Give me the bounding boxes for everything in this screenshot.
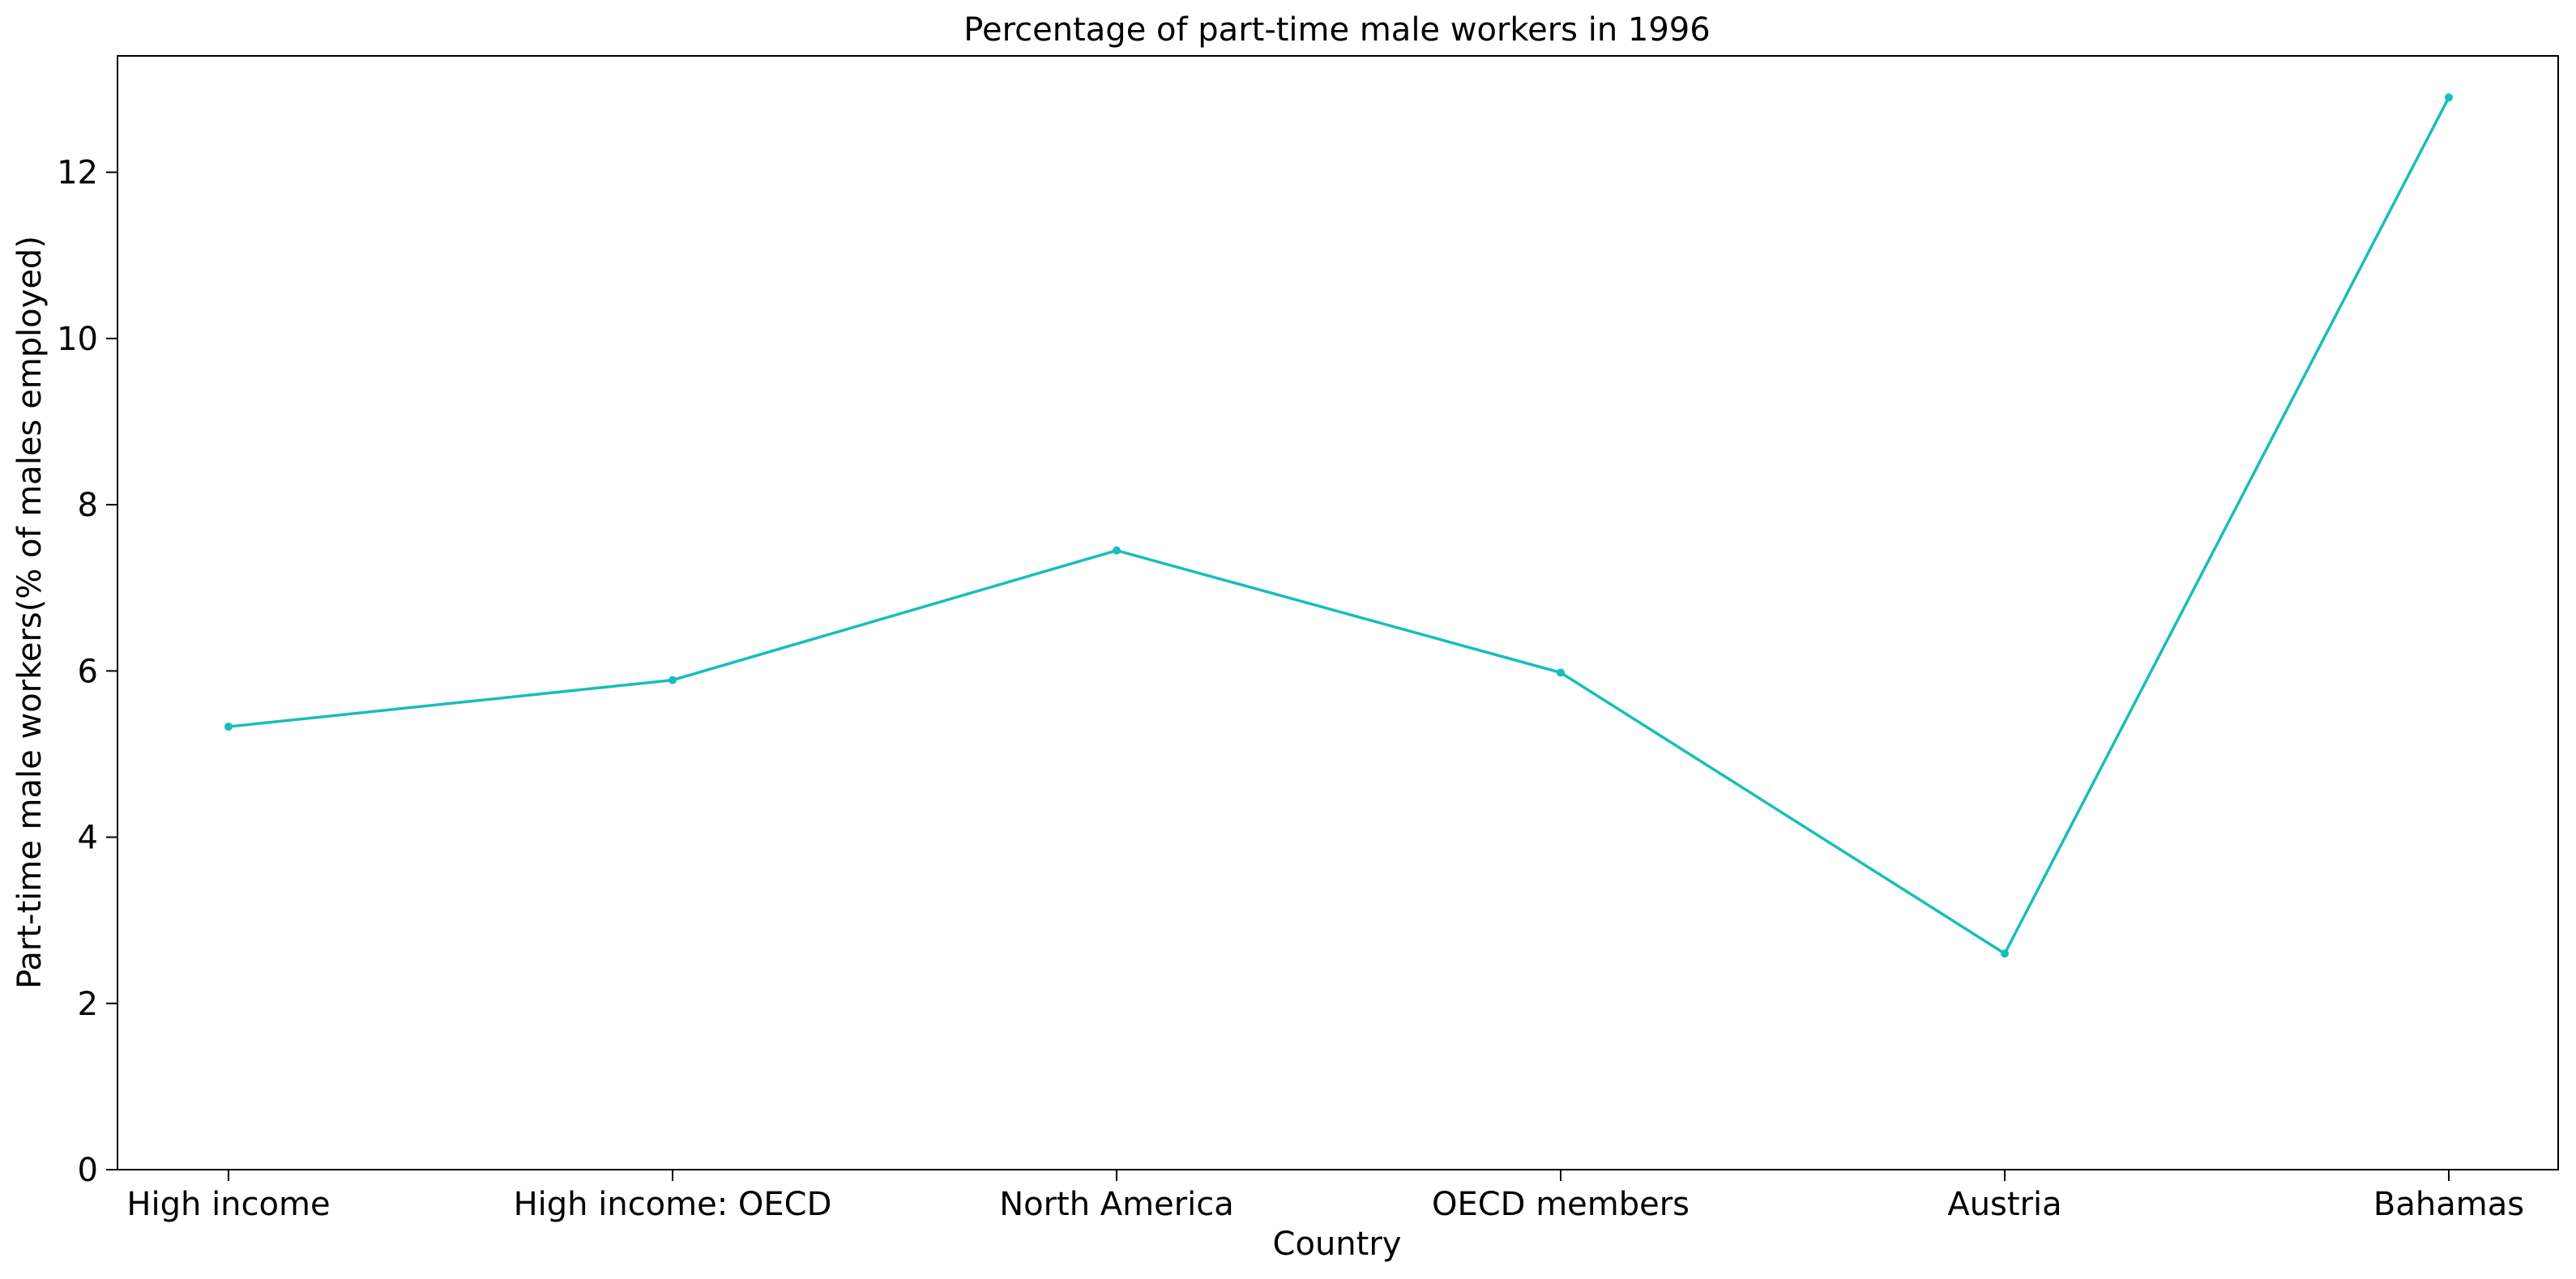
x-tick-label: High income: OECD [514,1186,832,1223]
series-line [228,96,2450,956]
series-points [224,93,2453,958]
y-axis-ticks: 0 2 4 6 8 10 12 [57,155,117,1189]
y-tick-label: 6 [78,653,98,690]
x-tick-label: Austria [1947,1186,2061,1223]
y-tick-label: 12 [57,155,98,192]
chart-title: Percentage of part-time male workers in … [963,11,1710,49]
x-tick-label: High income [126,1186,330,1223]
y-tick-label: 10 [57,321,98,358]
y-axis-label: Part-time male workers(% of males employ… [11,236,49,989]
series-point [1557,668,1565,677]
x-axis-ticks: High income High income: OECD North Americ… [126,1170,2524,1223]
y-tick-label: 4 [78,820,98,857]
series-point [224,723,233,731]
x-tick-label: North America [999,1186,1234,1223]
x-tick-label: Bahamas [2373,1186,2524,1223]
series-point [669,676,677,684]
x-axis-label: Country [1273,1226,1402,1263]
series-point [2001,949,2009,958]
series-point [1113,546,1121,555]
y-tick-label: 0 [78,1152,98,1189]
series-point [2445,93,2453,102]
plot-area [117,55,2559,1170]
x-tick-label: OECD members [1432,1186,1690,1223]
y-tick-label: 8 [78,487,98,524]
y-tick-label: 2 [78,986,98,1023]
